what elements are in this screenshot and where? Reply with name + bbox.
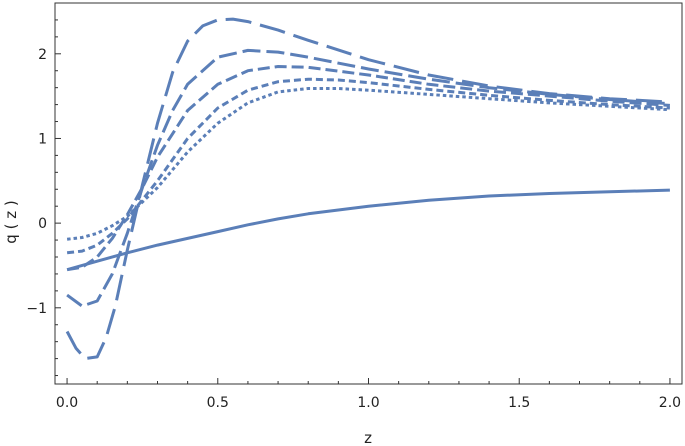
series-line-2 (66, 87, 670, 241)
series-line-6 (65, 17, 670, 361)
y-tick-label: 1 (38, 131, 47, 147)
y-tick-label: −1 (26, 301, 47, 317)
y-axis-label: q ( z ) (2, 200, 20, 243)
y-axis-ticks: −1 0 1 2 (26, 2, 61, 377)
x-tick-label: 2.0 (659, 395, 681, 411)
x-tick-label: 1.0 (357, 395, 379, 411)
series-line-3 (66, 77, 670, 255)
y-tick-label: 2 (38, 47, 47, 63)
y-tick-label: 0 (38, 216, 47, 232)
x-tick-label: 1.5 (508, 395, 530, 411)
x-axis-label: z (364, 429, 372, 446)
series-line-4 (66, 65, 671, 272)
series-layer (65, 17, 671, 361)
x-tick-label: 0.5 (207, 395, 229, 411)
x-axis-ticks: 0.0 0.5 1.0 1.5 2.0 (56, 378, 681, 411)
x-tick-label: 0.0 (56, 395, 78, 411)
series-line-1 (66, 188, 670, 272)
series-line-5 (66, 48, 671, 308)
